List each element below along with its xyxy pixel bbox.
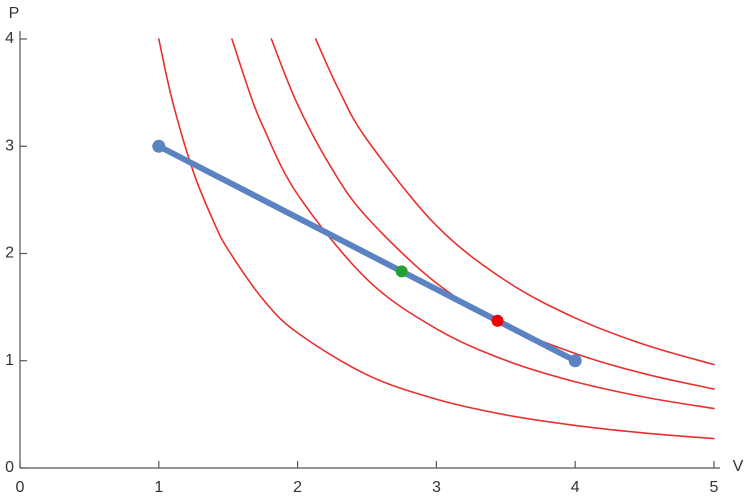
x-tick-label: 1	[154, 479, 163, 496]
x-axis-label: V	[733, 458, 744, 475]
y-tick-label: 2	[5, 245, 14, 262]
y-axis-label: P	[9, 5, 20, 22]
point	[395, 265, 408, 278]
y-tick-label: 0	[5, 459, 14, 476]
y-tick-label: 3	[5, 137, 14, 154]
curve	[314, 38, 715, 366]
x-tick-label: 3	[432, 479, 441, 496]
x-tick-label: 2	[293, 479, 302, 496]
x-tick-label: 4	[571, 479, 580, 496]
y-tick-label: 1	[5, 352, 14, 369]
end-point	[568, 354, 582, 368]
curve	[158, 38, 715, 440]
curve	[270, 38, 715, 390]
curve	[231, 38, 715, 410]
point	[491, 314, 504, 327]
y-tick-label: 4	[5, 30, 14, 47]
x-tick-label: 5	[710, 479, 719, 496]
x-tick-label: 0	[16, 479, 25, 496]
end-point	[152, 139, 166, 153]
process-line	[155, 143, 579, 364]
